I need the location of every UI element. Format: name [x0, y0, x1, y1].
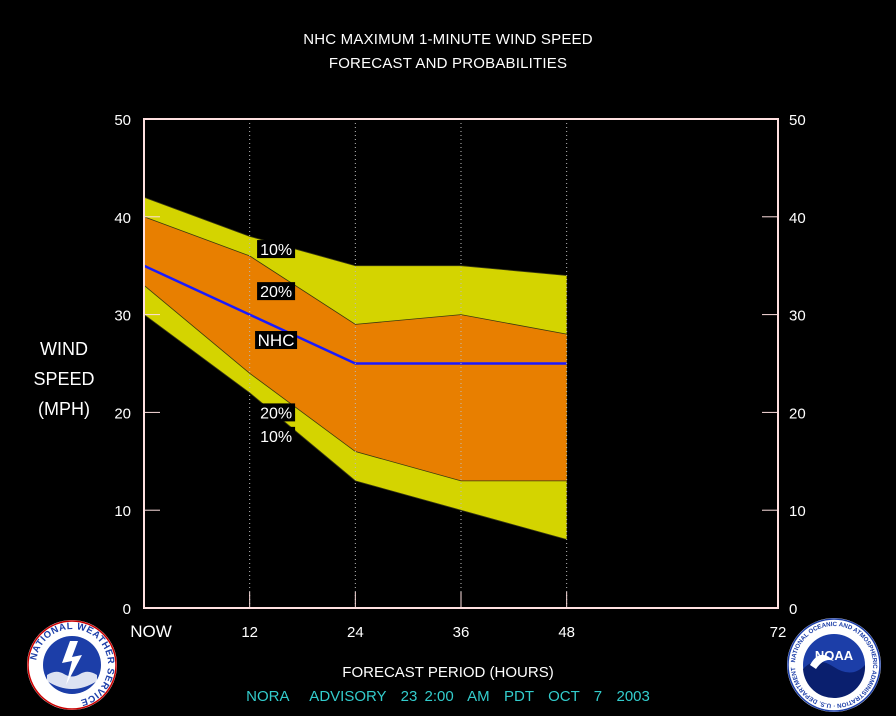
upper-20-line	[143, 216, 567, 335]
y-axis-label-line1: WIND	[40, 339, 88, 359]
annotation-box-4	[257, 426, 296, 445]
advisory-line: NORA ADVISORY 23 2:00 AM PDT OCT 7 2003	[246, 688, 650, 705]
y-tick-label-right-50: 50	[789, 112, 806, 129]
annotation-label-0: 10%	[260, 242, 292, 259]
chart-title-line2: FORECAST AND PROBABILITIES	[328, 55, 568, 72]
x-axis-title: FORECAST PERIOD (HOURS)	[342, 664, 554, 681]
annotation-label-4: 10%	[260, 429, 292, 446]
y-tick-label-left-40: 40	[114, 210, 131, 227]
x-tick-label-72: 72	[770, 624, 787, 641]
annotation-box-1	[257, 282, 296, 301]
y-tick-label-right-30: 30	[789, 308, 806, 325]
y-tick-label-left-20: 20	[114, 405, 131, 422]
annotation-label-3: 20%	[260, 405, 292, 422]
y-tick-label-left-50: 50	[114, 112, 131, 129]
y-tick-label-right-10: 10	[789, 503, 806, 520]
annotation-box-0	[257, 240, 296, 259]
lower-10-line	[143, 314, 567, 540]
nws-logo: NATIONAL WEATHER SERVICE	[27, 620, 117, 710]
y-tick-label-left-30: 30	[114, 308, 131, 325]
y-tick-label-right-20: 20	[789, 405, 806, 422]
annotation-label-1: 20%	[260, 284, 292, 301]
x-tick-label-12: 12	[241, 624, 258, 641]
annotation-label-2: NHC	[258, 331, 295, 350]
chart-title-line1: NHC MAXIMUM 1-MINUTE WIND SPEED	[303, 31, 593, 48]
x-tick-label-48: 48	[558, 624, 575, 641]
band-20-percent	[144, 216, 567, 481]
y-tick-label-left-0: 0	[123, 601, 131, 618]
x-tick-label-24: 24	[347, 624, 364, 641]
y-tick-label-left-10: 10	[114, 503, 131, 520]
y-axis-label-line3: (MPH)	[38, 399, 90, 419]
annotation-box-3	[257, 403, 296, 422]
upper-10-line	[143, 196, 567, 276]
y-axis-label-line2: SPEED	[33, 369, 95, 389]
noaa-logo: NOAA NATIONAL OCEANIC AND ATMOSPHERIC AD…	[786, 617, 881, 712]
annotation-box-2	[255, 331, 298, 350]
x-tick-label-0: NOW	[130, 622, 172, 641]
y-tick-label-right-0: 0	[789, 601, 797, 618]
noaa-logo-center-text: NOAA	[815, 648, 854, 663]
y-tick-label-right-40: 40	[789, 210, 806, 227]
x-tick-label-36: 36	[453, 624, 470, 641]
